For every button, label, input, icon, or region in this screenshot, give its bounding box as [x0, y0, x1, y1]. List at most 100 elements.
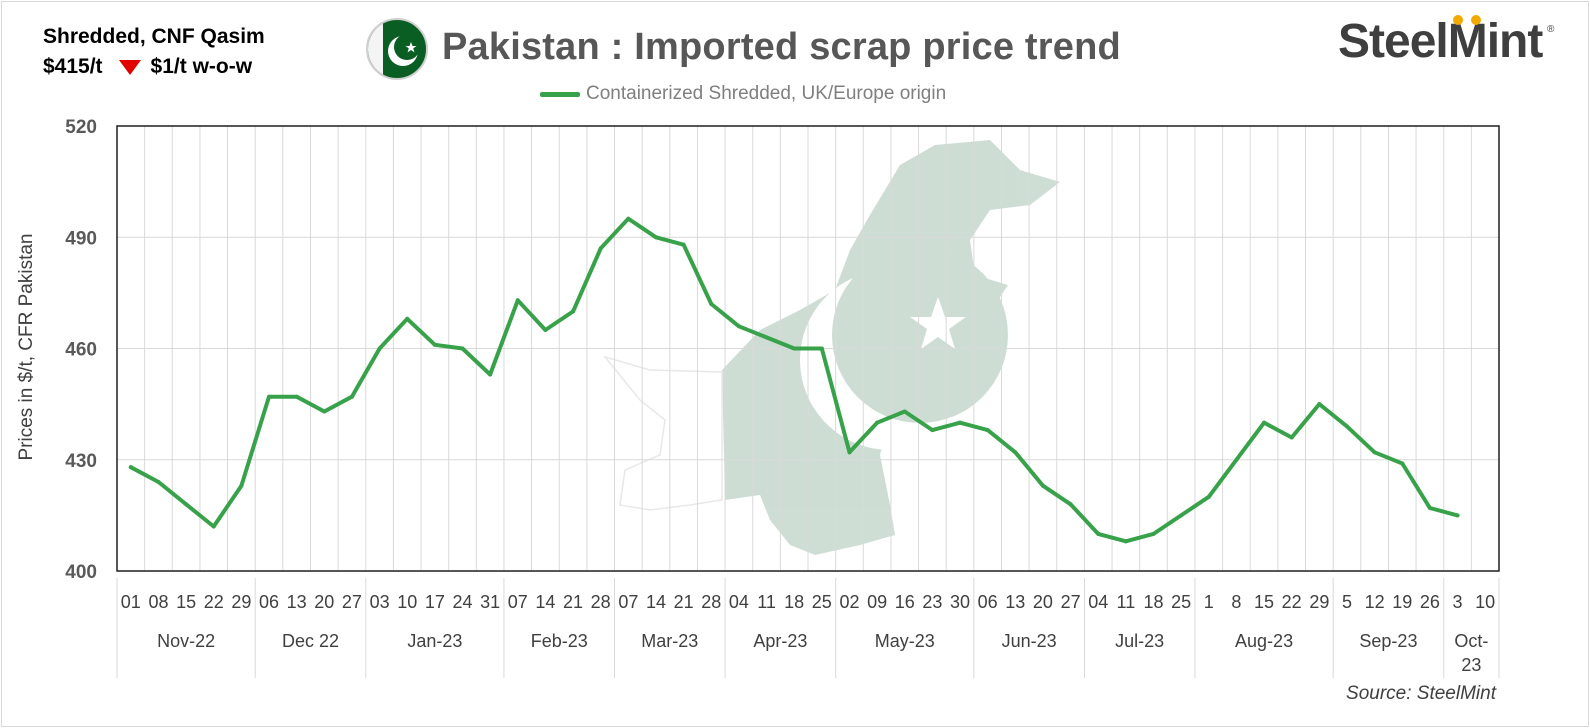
data-point — [515, 298, 520, 303]
legend-swatch — [540, 91, 580, 97]
x-tick-label: 21 — [563, 592, 583, 612]
month-label: Jul-23 — [1115, 631, 1164, 651]
x-tick-label: 14 — [535, 592, 555, 612]
x-tick-label: 22 — [1282, 592, 1302, 612]
x-tick-label: 06 — [978, 592, 998, 612]
month-label: Sep-23 — [1359, 631, 1417, 651]
steelmint-logo: SteelMint — [1338, 15, 1543, 68]
data-point — [736, 324, 741, 329]
month-label: May-23 — [875, 631, 935, 651]
x-tick-label: 14 — [646, 592, 666, 612]
data-point — [1400, 461, 1405, 466]
y-tick-label: 520 — [65, 117, 97, 138]
data-point — [792, 346, 797, 351]
data-point — [156, 480, 161, 484]
logo-registered-mark: ® — [1547, 24, 1555, 35]
month-label: Mar-23 — [641, 631, 698, 651]
data-point — [985, 428, 990, 433]
month-label: Nov-22 — [157, 631, 215, 651]
x-tick-label: 25 — [812, 592, 832, 612]
pakistan-flag-icon — [366, 18, 428, 80]
data-point — [1455, 513, 1460, 518]
data-point — [1068, 502, 1073, 507]
logo-dots — [1453, 12, 1489, 30]
data-point — [543, 327, 548, 332]
x-tick-label: 31 — [480, 592, 500, 612]
data-point — [571, 309, 576, 314]
price-change: $1/t w-o-w — [150, 55, 253, 78]
data-point — [902, 409, 907, 414]
data-point — [598, 246, 603, 251]
data-point — [709, 302, 714, 306]
data-point — [1096, 531, 1101, 536]
data-point — [819, 346, 824, 351]
month-label: Feb-23 — [531, 631, 588, 651]
data-point — [432, 342, 437, 347]
data-point — [1317, 402, 1322, 407]
data-point — [1262, 420, 1267, 425]
data-point — [681, 242, 686, 247]
x-tick-label: 30 — [950, 592, 970, 612]
month-label: Oct- — [1454, 631, 1488, 651]
down-triangle-icon — [118, 59, 141, 75]
plot-border — [116, 125, 1500, 572]
x-tick-label: 27 — [1061, 592, 1081, 612]
x-tick-label: 5 — [1342, 592, 1352, 612]
legend-label: Containerized Shredded, UK/Europe origin — [586, 83, 947, 104]
y-tick-label: 430 — [65, 451, 97, 472]
x-tick-label: 23 — [922, 592, 942, 612]
x-tick-label: 18 — [1143, 592, 1163, 612]
pakistan-map-icon — [602, 140, 1060, 555]
chart-legend: Containerized Shredded, UK/Europe origin — [540, 83, 946, 105]
x-tick-label: 01 — [121, 592, 141, 612]
month-label-cont: 23 — [1461, 655, 1481, 675]
data-point — [653, 235, 658, 240]
data-point — [1344, 424, 1349, 429]
x-tick-label: 29 — [1309, 592, 1329, 612]
x-tick-label: 17 — [425, 592, 445, 612]
data-point — [460, 346, 465, 351]
price-summary: Shredded, CNF Qasim $415/t $1/t w-o-w — [43, 22, 265, 82]
x-tick-label: 26 — [1420, 592, 1440, 612]
y-tick-label: 460 — [65, 340, 97, 361]
x-tick-label: 10 — [1475, 592, 1495, 612]
x-tick-label: 15 — [1254, 592, 1274, 612]
x-tick-label: 24 — [452, 592, 472, 612]
current-price: $415/t — [43, 55, 103, 78]
data-point — [488, 372, 493, 377]
data-point — [377, 346, 382, 351]
data-point — [128, 465, 133, 470]
x-tick-label: 08 — [148, 592, 168, 612]
x-tick-label: 19 — [1392, 592, 1412, 612]
data-point — [1289, 435, 1294, 440]
x-tick-label: 07 — [508, 592, 528, 612]
x-tick-label: 3 — [1453, 592, 1463, 612]
x-tick-label: 12 — [1365, 592, 1385, 612]
x-tick-label: 18 — [784, 592, 804, 612]
x-tick-label: 04 — [1088, 592, 1108, 612]
x-tick-label: 07 — [618, 592, 638, 612]
x-tick-label: 28 — [701, 592, 721, 612]
x-tick-label: 13 — [287, 592, 307, 612]
data-point — [1234, 457, 1239, 462]
chart-title: Pakistan : Imported scrap price trend — [442, 26, 1121, 68]
month-label: Dec 22 — [282, 631, 339, 651]
x-tick-label: 28 — [591, 592, 611, 612]
data-point — [1372, 450, 1377, 455]
x-tick-label: 15 — [176, 592, 196, 612]
data-point — [239, 483, 244, 488]
x-tick-label: 02 — [839, 592, 859, 612]
y-tick-label: 490 — [65, 228, 97, 249]
data-point — [1151, 531, 1156, 536]
x-tick-label: 20 — [1033, 592, 1053, 612]
data-point — [267, 394, 272, 399]
x-tick-label: 20 — [314, 592, 334, 612]
data-point — [322, 409, 327, 414]
data-point — [958, 420, 963, 425]
data-point — [184, 502, 189, 507]
x-tick-label: 16 — [895, 592, 915, 612]
data-point — [1013, 450, 1018, 455]
x-tick-label: 09 — [867, 592, 887, 612]
x-tick-label: 27 — [342, 592, 362, 612]
